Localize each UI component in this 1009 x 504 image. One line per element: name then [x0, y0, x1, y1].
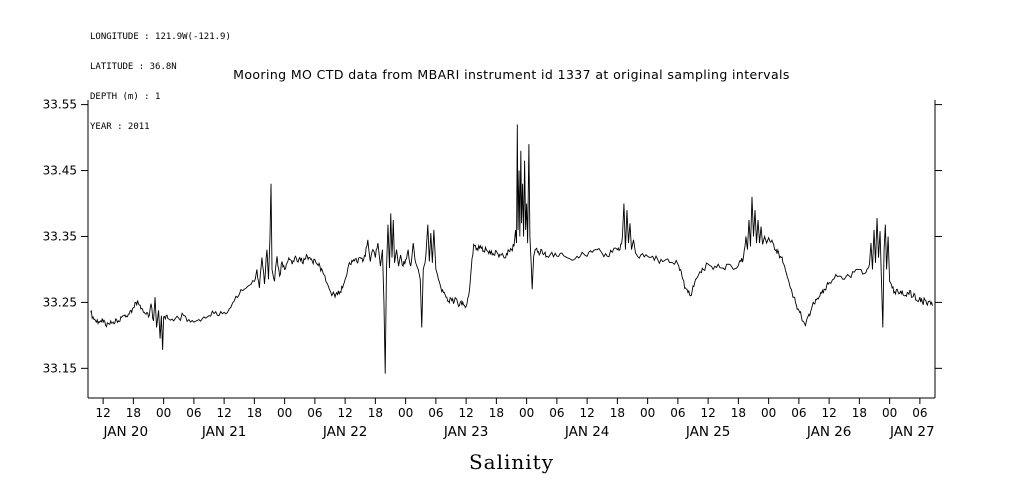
metadata-depth: DEPTH (m) : 1: [90, 92, 161, 102]
x-tick-label: 12: [216, 406, 231, 420]
x-tick-label: 12: [821, 406, 836, 420]
x-tick-label: 12: [579, 406, 594, 420]
x-tick-label: 18: [247, 406, 262, 420]
x-tick-label: 18: [489, 406, 504, 420]
x-date-label: JAN 27: [889, 424, 935, 440]
y-tick-label: 33.35: [43, 229, 77, 243]
chart-title: Mooring MO CTD data from MBARI instrumen…: [233, 67, 790, 82]
x-tick-label: 00: [519, 406, 534, 420]
metadata-latitude: LATITUDE : 36.8N: [90, 62, 177, 72]
salinity-line: [90, 124, 933, 374]
x-tick-label: 06: [549, 406, 564, 420]
metadata-longitude: LONGITUDE : 121.9W(-121.9): [90, 32, 231, 42]
x-tick-label: 06: [307, 406, 322, 420]
x-date-label: JAN 25: [685, 424, 731, 440]
x-date-label: JAN 21: [201, 424, 247, 440]
x-date-label: JAN 24: [564, 424, 610, 440]
x-tick-label: 06: [428, 406, 443, 420]
x-tick-label: 00: [882, 406, 897, 420]
x-tick-label: 06: [912, 406, 927, 420]
y-tick-label: 33.55: [43, 98, 77, 112]
y-tick-label: 33.15: [43, 361, 77, 375]
x-tick-label: 18: [368, 406, 383, 420]
x-tick-label: 18: [610, 406, 625, 420]
x-tick-label: 00: [761, 406, 776, 420]
x-tick-label: 18: [852, 406, 867, 420]
y-tick-label: 33.25: [43, 295, 77, 309]
x-tick-label: 00: [398, 406, 413, 420]
x-date-label: JAN 22: [322, 424, 368, 440]
x-tick-label: 00: [277, 406, 292, 420]
x-date-label: JAN 23: [443, 424, 489, 440]
x-tick-label: 00: [156, 406, 171, 420]
x-tick-label: 12: [458, 406, 473, 420]
x-tick-label: 06: [791, 406, 806, 420]
x-tick-label: 12: [700, 406, 715, 420]
x-date-label: JAN 26: [806, 424, 852, 440]
x-tick-label: 12: [337, 406, 352, 420]
plot-metadata: LONGITUDE : 121.9W(-121.9) LATITUDE : 36…: [90, 12, 231, 152]
y-tick-label: 33.45: [43, 164, 77, 178]
x-tick-label: 18: [731, 406, 746, 420]
metadata-year: YEAR : 2011: [90, 122, 150, 132]
x-tick-label: 12: [95, 406, 110, 420]
x-date-label: JAN 20: [103, 424, 149, 440]
x-tick-label: 00: [640, 406, 655, 420]
x-axis-title: Salinity: [468, 450, 555, 474]
x-tick-label: 18: [126, 406, 141, 420]
x-tick-label: 06: [670, 406, 685, 420]
x-tick-label: 06: [186, 406, 201, 420]
